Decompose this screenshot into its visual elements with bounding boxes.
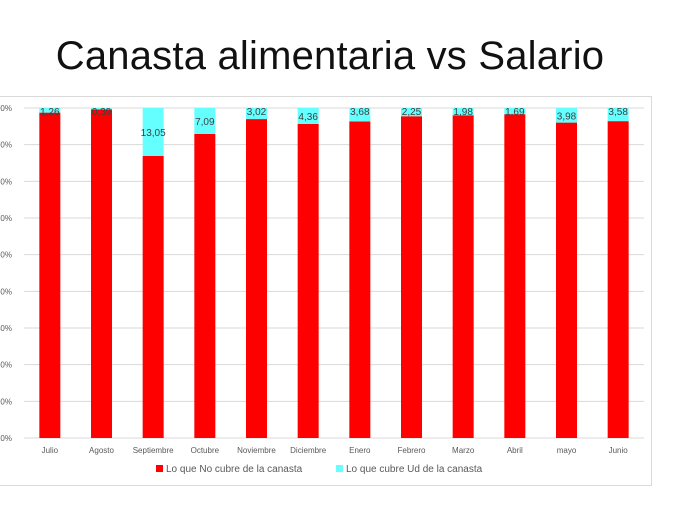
category-label: Septiembre [133,446,174,455]
y-tick-label: 40% [0,324,12,333]
bar-no-cubre [452,115,474,438]
y-tick-label: 70% [0,214,12,223]
legend-swatch [156,465,163,472]
bar-cubre [194,108,216,134]
data-labels: 1,26 0,39 13,05 7,09 3,02 4,36 3,68 2,25 1,98 1,6… [40,107,628,139]
bar-cubre [504,108,526,115]
category-label: Agosto [89,446,114,455]
bar-cubre [297,108,319,124]
legend-swatch [336,465,343,472]
bar-no-cubre [246,119,267,438]
y-tick-label: 100% [0,104,12,113]
data-label: 3,58 [608,107,628,118]
bar-cubre [452,108,474,116]
bar-no-cubre [607,121,629,439]
bars [39,108,629,439]
bar-no-cubre [556,122,577,439]
y-axis-ticks: 10% 20% 30% 40% 50% 60% 70% 80% 90% 100% [0,104,12,443]
data-label: 1,98 [453,107,473,118]
y-tick-label: 60% [0,251,12,260]
y-tick-label: 30% [0,361,12,370]
data-label: 7,09 [195,117,215,128]
category-label: mayo [557,446,577,455]
y-tick-label: 20% [0,397,12,406]
category-label: Abril [507,446,523,455]
category-label: Enero [349,446,371,455]
category-label: Diciembre [290,446,327,455]
bar-cubre [142,108,164,156]
category-label: Junio [609,446,629,455]
data-label: 1,69 [505,107,525,118]
bar-cubre [607,108,629,122]
chart-frame [0,96,652,486]
data-label: 13,05 [141,128,166,139]
data-label: 0,39 [92,107,112,118]
gridlines [24,107,644,439]
y-tick-label: 10% [0,434,12,443]
bar-cubre [246,108,267,120]
category-label: Octubre [191,446,220,455]
data-label: 3,68 [350,107,370,118]
legend-label: Lo que No cubre de la canasta [166,464,303,475]
bar-no-cubre [504,114,526,439]
bar-no-cubre [142,155,164,438]
y-tick-label: 80% [0,177,12,186]
y-tick-label: 90% [0,141,12,150]
bar-no-cubre [91,109,112,439]
data-label: 3,98 [557,111,577,122]
bar-cubre [556,108,577,123]
data-label: 1,26 [40,107,60,118]
bar-cubre [349,108,371,122]
category-label: Julio [42,446,59,455]
data-label: 4,36 [298,112,318,123]
y-tick-label: 50% [0,287,12,296]
bar-cubre [39,108,61,113]
bar-cubre [91,108,112,110]
bar-no-cubre [194,133,216,438]
bar-cubre [401,108,422,117]
bar-no-cubre [401,116,422,438]
data-label: 2,25 [402,107,422,118]
bar-no-cubre [39,112,61,439]
slide-title: Canasta alimentaria vs Salario [55,34,605,78]
category-label: Febrero [397,446,426,455]
bar-no-cubre [297,123,319,438]
legend-label: Lo que cubre Ud de la canasta [346,464,483,475]
category-label: Noviembre [237,446,276,455]
bar-no-cubre [349,121,371,438]
data-label: 3,02 [247,107,267,118]
x-axis-categories: Julio Agosto Septiembre Octubre Noviembre Dic… [42,446,629,455]
legend: Lo que No cubre de la canasta Lo que cubr… [156,464,483,475]
category-label: Marzo [452,446,475,455]
